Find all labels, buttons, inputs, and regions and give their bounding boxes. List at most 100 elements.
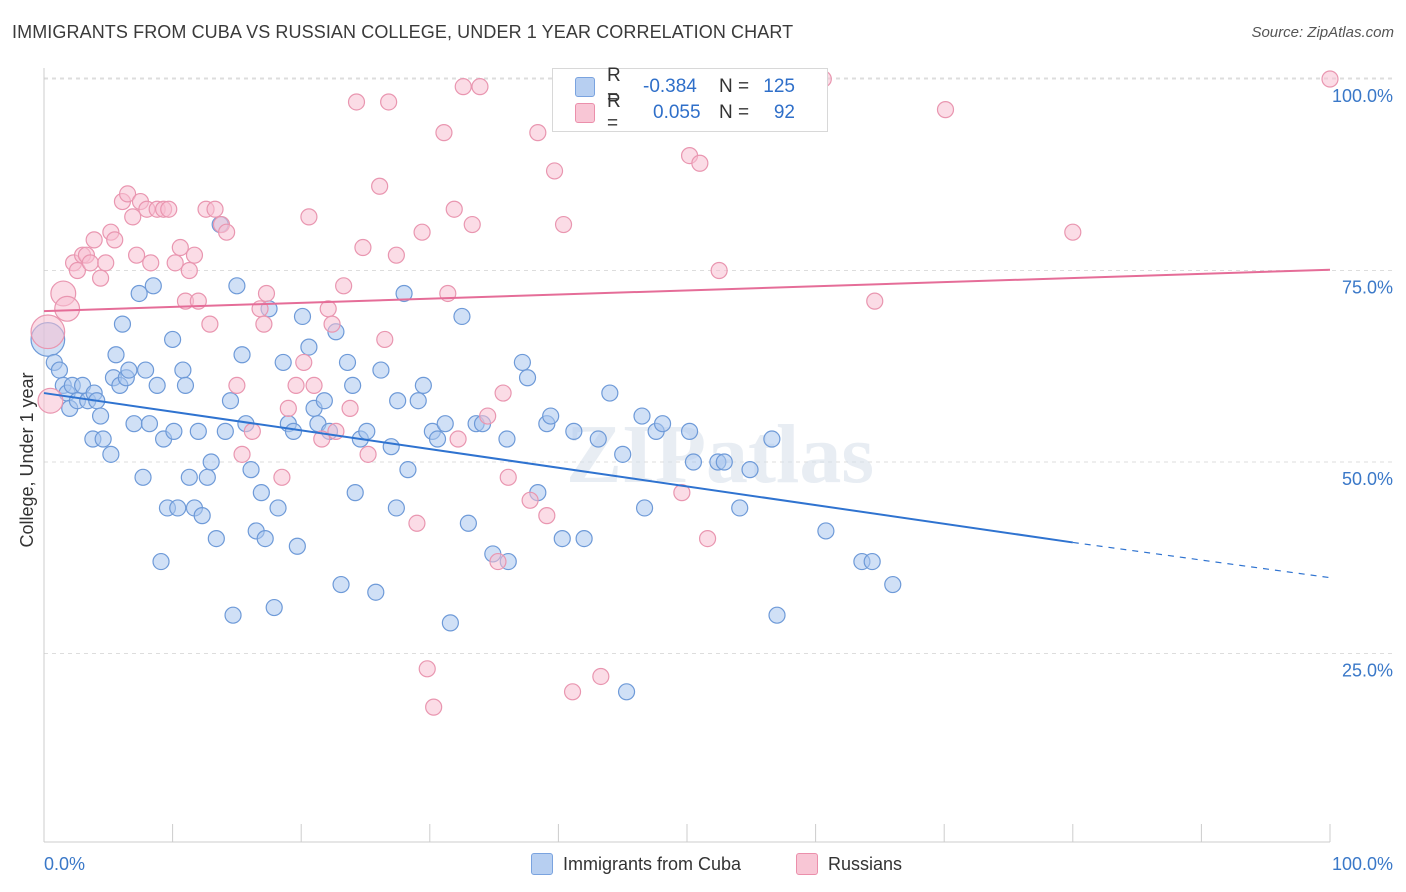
point-cuba	[617, 683, 636, 701]
point-russians	[463, 215, 481, 234]
point-cuba	[120, 361, 138, 379]
point-russians	[171, 238, 189, 257]
point-cuba	[763, 430, 781, 448]
point-cuba	[863, 552, 881, 571]
stats-legend-box: R = -0.384 N = 125 R = 0.055 N = 92	[552, 65, 828, 134]
point-russians	[371, 177, 389, 195]
point-russians	[68, 261, 87, 280]
point-cuba	[395, 284, 413, 303]
point-cuba	[288, 537, 306, 555]
stats-row-russians: R = 0.055 N = 92	[575, 91, 795, 134]
trendline-cuba-extension	[1072, 541, 1331, 579]
point-cuba	[94, 430, 112, 448]
point-cuba	[198, 468, 216, 486]
point-cuba	[565, 422, 583, 440]
point-cuba	[144, 277, 162, 295]
legend-label-russians: Russians	[828, 853, 903, 874]
point-russians	[127, 246, 146, 264]
y-tick-label: 100.0%	[1332, 86, 1393, 106]
point-russians	[81, 254, 99, 272]
point-cuba	[130, 284, 148, 303]
point-russians	[479, 407, 497, 425]
point-cuba	[134, 468, 152, 486]
legend-item-cuba: Immigrants from Cuba	[531, 852, 741, 876]
point-cuba	[453, 307, 471, 326]
point-cuba	[189, 422, 207, 440]
r-label: R =	[607, 65, 621, 108]
trendline-russians	[43, 268, 1331, 313]
stats-swatch-russians	[575, 103, 595, 123]
point-russians	[454, 78, 472, 96]
point-cuba	[428, 430, 447, 448]
legend-label-cuba: Immigrants from Cuba	[563, 853, 742, 874]
point-cuba	[601, 384, 619, 402]
point-cuba	[387, 499, 405, 517]
point-russians	[380, 93, 398, 111]
point-cuba	[107, 346, 125, 364]
point-cuba	[125, 415, 143, 433]
point-russians	[341, 399, 359, 417]
point-russians	[106, 231, 124, 249]
point-russians	[335, 277, 353, 295]
point-russians	[273, 468, 291, 486]
point-russians	[206, 200, 224, 218]
point-russians	[698, 529, 717, 548]
point-russians	[1064, 223, 1082, 241]
axes	[43, 68, 1331, 843]
point-russians	[413, 223, 431, 241]
point-cuba	[221, 392, 240, 410]
point-cuba	[633, 407, 651, 425]
point-russians	[142, 254, 160, 272]
point-cuba	[224, 606, 242, 624]
point-russians	[166, 254, 184, 272]
point-cuba	[228, 277, 246, 295]
stats-swatch-cuba	[575, 77, 595, 97]
point-cuba	[715, 453, 733, 471]
point-cuba	[91, 407, 110, 425]
point-russians	[445, 200, 463, 218]
point-cuba	[274, 353, 292, 372]
point-russians	[54, 295, 81, 322]
point-russians	[435, 124, 453, 142]
point-russians	[347, 93, 366, 111]
point-russians	[554, 215, 573, 234]
legend-swatch-russians	[796, 853, 818, 875]
point-cuba	[180, 468, 198, 486]
x-tick-label: 0.0%	[44, 854, 85, 874]
point-cuba	[653, 415, 672, 433]
point-russians	[313, 430, 331, 448]
y-tick-label: 25.0%	[1342, 661, 1393, 681]
point-cuba	[680, 422, 699, 440]
point-russians	[97, 254, 115, 272]
point-russians	[936, 101, 955, 119]
point-cuba	[884, 575, 902, 594]
point-cuba	[174, 361, 192, 379]
legend-swatch-cuba	[531, 853, 553, 875]
point-cuba	[207, 529, 225, 548]
point-russians	[85, 231, 103, 249]
point-cuba	[441, 614, 459, 632]
legend-item-russians: Russians	[796, 852, 902, 876]
point-cuba	[256, 529, 274, 548]
point-russians	[319, 300, 337, 318]
point-russians	[287, 376, 305, 394]
point-cuba	[414, 376, 432, 394]
point-cuba	[193, 507, 211, 525]
tick-labels: 25.0% 50.0% 75.0% 100.0% 0.0% 100.0%	[44, 86, 1393, 874]
point-cuba	[338, 353, 357, 372]
point-russians	[118, 185, 137, 203]
point-cuba	[164, 330, 182, 349]
point-russians	[387, 246, 405, 264]
point-russians	[30, 314, 66, 350]
point-russians	[563, 683, 582, 701]
point-cuba	[284, 422, 303, 440]
point-russians	[233, 445, 251, 463]
point-cuba	[346, 484, 364, 502]
chart-source: Source: ZipAtlas.com	[1251, 24, 1394, 41]
n-label: N =	[719, 76, 750, 97]
point-cuba	[575, 529, 593, 548]
point-cuba	[436, 415, 454, 433]
point-cuba	[293, 307, 312, 326]
point-cuba	[169, 499, 187, 517]
